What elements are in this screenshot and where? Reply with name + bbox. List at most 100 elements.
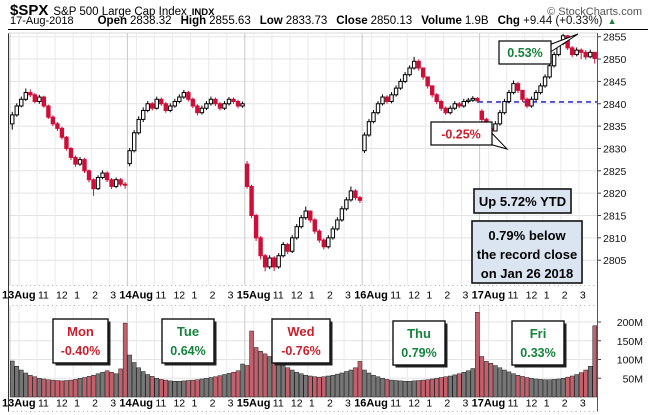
candle-body <box>23 92 29 100</box>
volume-bar <box>402 381 408 398</box>
x-axis-hour-label: 2 <box>562 398 568 410</box>
candle-body <box>50 116 56 125</box>
dip-percent-callout: -0.25% <box>430 121 509 150</box>
volume-bar <box>524 377 530 398</box>
field-value: 2838.32 <box>130 15 172 27</box>
candle-body <box>14 105 19 116</box>
candle-body <box>258 237 263 257</box>
x-axis-hour-label: 11 <box>273 290 284 302</box>
x-axis-hour-label: 12 <box>408 398 420 410</box>
candle-body <box>73 156 78 165</box>
candle-body <box>131 132 137 152</box>
candle-body <box>46 105 51 118</box>
candle-body <box>393 87 399 96</box>
candle-body <box>303 210 308 219</box>
candle-body <box>141 109 146 120</box>
volume-bar <box>457 373 462 398</box>
candle-body <box>326 237 331 248</box>
candle-body <box>402 74 408 82</box>
candle-body <box>145 103 150 111</box>
candle-body <box>353 190 358 199</box>
day-box <box>52 318 109 364</box>
volume-bar <box>398 380 403 398</box>
volume-bar <box>303 375 309 398</box>
volume-bar <box>267 356 272 398</box>
x-axis-hour-label: 2 <box>444 290 450 302</box>
candle-body <box>461 101 466 107</box>
field-value: 2855.63 <box>209 15 251 27</box>
volume-bar <box>416 380 421 398</box>
candle-body <box>77 159 83 165</box>
x-axis-hour-label: 3 <box>228 398 234 410</box>
candle-body <box>443 107 448 114</box>
volume-bar <box>448 375 453 398</box>
candle-body <box>425 76 430 87</box>
candle-body <box>271 257 277 268</box>
candle-body <box>226 98 232 105</box>
candle-body <box>583 51 588 58</box>
volume-bar <box>380 378 385 398</box>
axis-labels: 2855 2850 2845 2840 2835 2830 2825 2820 2815 2810… <box>2 32 643 410</box>
volume-bar <box>556 378 561 398</box>
candle-body <box>199 107 205 114</box>
volume-bar <box>190 379 196 398</box>
volume-bar <box>104 370 110 398</box>
candle-body <box>195 105 200 114</box>
candle-body <box>493 123 498 132</box>
x-axis-hour-label: 11 <box>38 290 49 302</box>
candle-body <box>551 54 557 67</box>
volume-bar <box>37 378 42 398</box>
volume-bar <box>533 378 539 398</box>
candle-body <box>122 183 128 186</box>
volume-bar <box>10 360 15 398</box>
candle-body <box>294 226 299 239</box>
field-label: Volume <box>421 15 462 27</box>
x-axis-day-label: 13Aug <box>2 398 36 410</box>
volume-bar <box>172 381 178 398</box>
volume-bar <box>542 379 548 398</box>
record-line-2: the record close <box>477 247 577 262</box>
weekday-label: Wed <box>287 324 314 339</box>
candle-body <box>470 97 476 101</box>
price-axis-label: 2805 <box>603 255 627 267</box>
volume-bar <box>488 363 494 398</box>
volume-bar <box>14 366 20 398</box>
volume-bar <box>82 377 87 398</box>
candle-body <box>357 197 363 201</box>
volume-bar <box>55 380 60 398</box>
x-axis-day-label: 14Aug <box>119 290 153 302</box>
candle-body <box>592 51 597 59</box>
info-box <box>471 220 583 284</box>
volume-bar <box>217 375 223 398</box>
candle-body <box>502 101 507 114</box>
ytd-info-box: Up 5.72% YTD <box>473 188 572 214</box>
weekday-label: Mon <box>67 324 94 339</box>
weekday-pct: 0.79% <box>401 346 436 360</box>
info-box <box>473 188 572 214</box>
candle-body <box>109 179 114 187</box>
exchange-label: INDX <box>191 7 215 18</box>
volume-bar <box>154 378 159 398</box>
x-axis-hour-label: 12 <box>56 290 68 302</box>
candle-body <box>520 89 525 100</box>
candle-body <box>588 51 593 58</box>
x-axis-hour-label: 1 <box>309 290 315 302</box>
candle-body <box>186 92 191 100</box>
volume-bar <box>560 378 566 398</box>
candle-body <box>434 94 439 103</box>
volume-bar <box>231 372 236 398</box>
x-axis-hour-label: 1 <box>426 290 432 302</box>
candle-body <box>533 92 539 100</box>
candle-body <box>181 92 187 98</box>
quote-row: 17-Aug-2018 Open 2838.32 High 2855.63 Low 283… <box>10 15 642 27</box>
volume-bar <box>253 347 259 398</box>
candle-body <box>384 96 390 103</box>
x-axis-hour-label: 1 <box>74 290 80 302</box>
candle-body <box>267 257 272 268</box>
x-axis-hour-label: 2 <box>327 398 333 410</box>
x-axis-hour-label: 1 <box>544 398 550 410</box>
candle-body <box>335 219 340 230</box>
candle-body <box>86 170 92 181</box>
high-percent-callout: 0.53% <box>498 33 579 65</box>
x-axis-hour-label: 12 <box>526 290 538 302</box>
